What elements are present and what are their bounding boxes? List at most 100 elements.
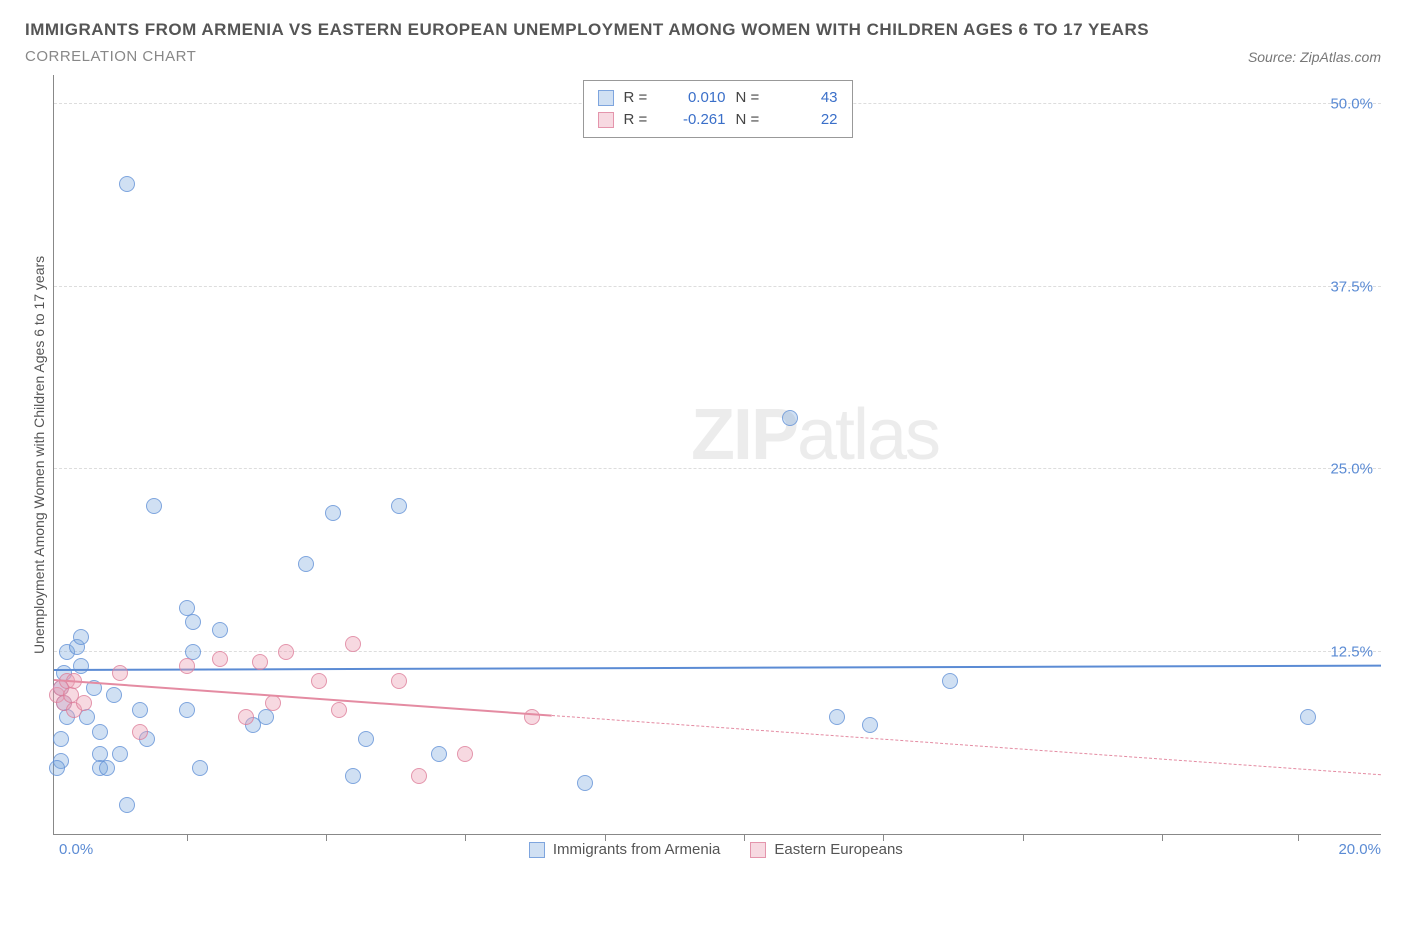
source-name: ZipAtlas.com xyxy=(1300,49,1381,65)
data-point xyxy=(112,746,128,762)
trend-line xyxy=(54,679,552,717)
chart-subtitle: CORRELATION CHART xyxy=(25,48,196,65)
legend-item-2: Eastern Europeans xyxy=(750,841,902,858)
y-tick-label: 37.5% xyxy=(1330,278,1373,295)
n-value-2: 22 xyxy=(778,109,838,131)
data-point xyxy=(146,498,162,514)
data-point xyxy=(92,746,108,762)
data-point xyxy=(325,505,341,521)
data-point xyxy=(457,746,473,762)
data-point xyxy=(73,629,89,645)
data-point xyxy=(179,658,195,674)
data-point xyxy=(119,797,135,813)
n-label: N = xyxy=(736,87,768,109)
scatter-plot: ZIPatlas R = 0.010 N = 43 R = -0.261 N =… xyxy=(53,75,1381,835)
data-point xyxy=(185,644,201,660)
n-label-2: N = xyxy=(736,109,768,131)
watermark-bold: ZIP xyxy=(691,395,797,475)
legend-label-1: Immigrants from Armenia xyxy=(553,841,721,858)
gridline xyxy=(54,651,1381,652)
data-point xyxy=(132,724,148,740)
legend-item-1: Immigrants from Armenia xyxy=(529,841,721,858)
data-point xyxy=(73,658,89,674)
data-point xyxy=(577,775,593,791)
x-axis-min: 0.0% xyxy=(59,841,93,858)
data-point xyxy=(411,768,427,784)
data-point xyxy=(829,709,845,725)
data-point xyxy=(185,614,201,630)
data-point xyxy=(278,644,294,660)
data-point xyxy=(212,622,228,638)
subtitle-row: CORRELATION CHART Source: ZipAtlas.com xyxy=(25,48,1381,65)
gridline xyxy=(54,468,1381,469)
x-tick xyxy=(1023,834,1024,841)
r-label: R = xyxy=(624,87,656,109)
data-point xyxy=(99,760,115,776)
x-tick xyxy=(187,834,188,841)
data-point xyxy=(345,636,361,652)
legend-label-2: Eastern Europeans xyxy=(774,841,902,858)
x-axis-row: 0.0% Immigrants from Armenia Eastern Eur… xyxy=(59,841,1381,858)
x-axis-max: 20.0% xyxy=(1338,841,1381,858)
source-prefix: Source: xyxy=(1248,49,1300,65)
legend-correlation: R = 0.010 N = 43 R = -0.261 N = 22 xyxy=(583,80,853,138)
gridline xyxy=(54,286,1381,287)
r-value-2: -0.261 xyxy=(666,109,726,131)
data-point xyxy=(391,673,407,689)
swatch-bottom-1 xyxy=(529,842,545,858)
trend-line xyxy=(552,715,1381,775)
data-point xyxy=(391,498,407,514)
r-value-1: 0.010 xyxy=(666,87,726,109)
data-point xyxy=(179,600,195,616)
x-tick xyxy=(326,834,327,841)
legend-row-1: R = 0.010 N = 43 xyxy=(598,87,838,109)
data-point xyxy=(49,760,65,776)
legend-row-2: R = -0.261 N = 22 xyxy=(598,109,838,131)
data-point xyxy=(238,709,254,725)
x-tick xyxy=(465,834,466,841)
x-tick xyxy=(883,834,884,841)
data-point xyxy=(345,768,361,784)
chart-title: IMMIGRANTS FROM ARMENIA VS EASTERN EUROP… xyxy=(25,20,1381,40)
data-point xyxy=(106,687,122,703)
n-value-1: 43 xyxy=(778,87,838,109)
data-point xyxy=(431,746,447,762)
data-point xyxy=(212,651,228,667)
swatch-series-1 xyxy=(598,90,614,106)
data-point xyxy=(311,673,327,689)
data-point xyxy=(1300,709,1316,725)
data-point xyxy=(862,717,878,733)
y-tick-label: 25.0% xyxy=(1330,461,1373,478)
swatch-series-2 xyxy=(598,112,614,128)
data-point xyxy=(112,665,128,681)
data-point xyxy=(942,673,958,689)
data-point xyxy=(119,176,135,192)
y-tick-label: 50.0% xyxy=(1330,96,1373,113)
data-point xyxy=(132,702,148,718)
data-point xyxy=(252,654,268,670)
data-point xyxy=(76,695,92,711)
data-point xyxy=(192,760,208,776)
data-point xyxy=(298,556,314,572)
x-tick xyxy=(744,834,745,841)
data-point xyxy=(53,731,69,747)
x-tick xyxy=(1162,834,1163,841)
legend-series: Immigrants from Armenia Eastern European… xyxy=(529,841,903,858)
y-axis-label: Unemployment Among Women with Children A… xyxy=(25,75,53,835)
chart-area: Unemployment Among Women with Children A… xyxy=(25,75,1381,835)
data-point xyxy=(358,731,374,747)
data-point xyxy=(258,709,274,725)
data-point xyxy=(92,724,108,740)
x-tick xyxy=(1298,834,1299,841)
swatch-bottom-2 xyxy=(750,842,766,858)
y-tick-label: 12.5% xyxy=(1330,643,1373,660)
data-point xyxy=(524,709,540,725)
x-tick xyxy=(605,834,606,841)
data-point xyxy=(331,702,347,718)
source-label: Source: ZipAtlas.com xyxy=(1248,49,1381,65)
watermark: ZIPatlas xyxy=(691,394,939,476)
data-point xyxy=(179,702,195,718)
data-point xyxy=(782,410,798,426)
watermark-light: atlas xyxy=(797,395,939,475)
r-label-2: R = xyxy=(624,109,656,131)
